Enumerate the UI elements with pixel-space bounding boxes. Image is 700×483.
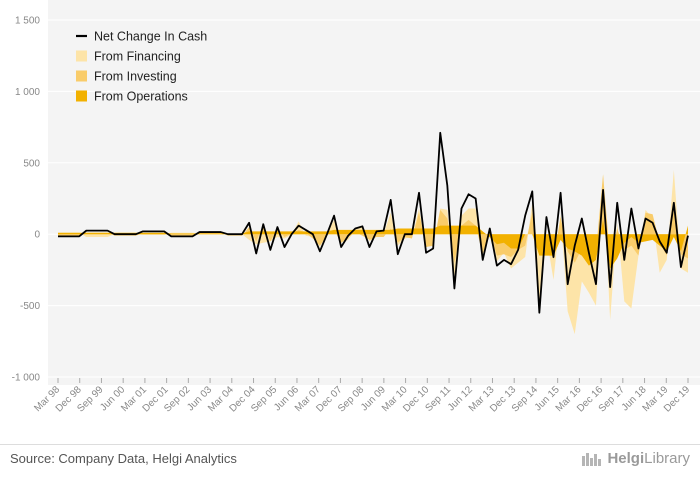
operations-area xyxy=(58,219,688,269)
legend-marker-investing xyxy=(76,70,87,82)
y-tick-label: -1 000 xyxy=(12,373,41,384)
y-tick-label: 1 000 xyxy=(15,87,40,98)
y-tick-label: -500 xyxy=(20,301,40,312)
y-tick-label: 0 xyxy=(34,230,40,241)
library-logo-icon xyxy=(582,452,602,466)
y-tick-label: 1 500 xyxy=(15,16,40,27)
brand-logo: HelgiLibrary xyxy=(581,450,690,467)
legend-label: Net Change In Cash xyxy=(94,30,207,44)
legend-label: From Operations xyxy=(94,90,188,104)
footer-divider xyxy=(0,444,700,445)
source-note: Source: Company Data, Helgi Analytics xyxy=(10,451,237,466)
y-tick-label: 500 xyxy=(23,158,40,169)
legend-marker-financing xyxy=(76,50,87,62)
brand-light: Library xyxy=(644,450,690,467)
plot-area xyxy=(48,0,700,385)
brand-strong: Helgi xyxy=(607,450,645,467)
legend-label: From Financing xyxy=(94,50,181,64)
legend-marker-operations xyxy=(76,90,87,102)
legend-label: From Investing xyxy=(94,70,177,84)
net-change-line xyxy=(58,131,689,314)
